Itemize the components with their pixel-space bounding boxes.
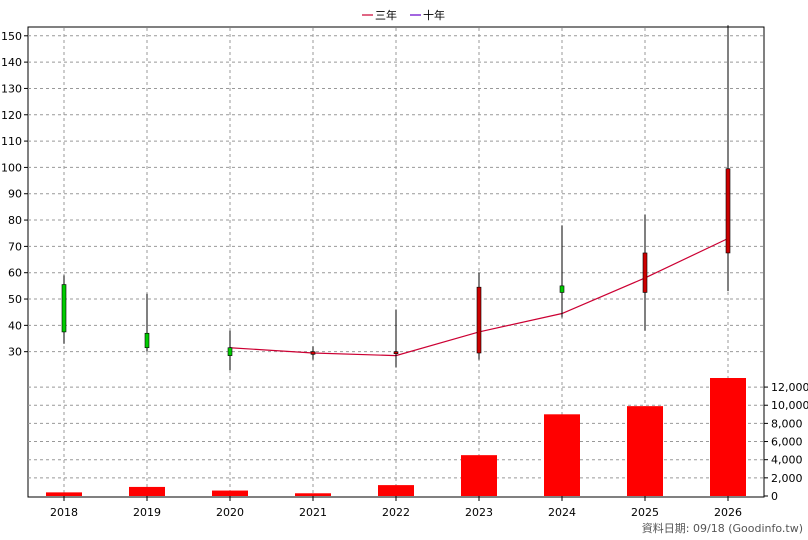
volume-bar (129, 486, 165, 496)
candle-body (310, 351, 316, 355)
price-axis: 30 40 50 60 70 80 90 100 110 120 130 140 150 (1, 30, 28, 359)
volume-bars (46, 378, 746, 496)
candle-body (144, 332, 150, 349)
candle-body (642, 252, 648, 293)
x-tick-label: 2022 (382, 506, 410, 519)
volume-bar (544, 414, 580, 496)
price-tick-label: 90 (8, 188, 22, 201)
x-axis: 2018 2019 2020 2021 2022 2023 2024 2025 2026 (50, 496, 742, 519)
volume-tick-label: 12,000 (771, 381, 808, 394)
price-tick-label: 150 (1, 30, 22, 43)
volume-bar (461, 455, 497, 496)
price-tick-label: 40 (8, 319, 22, 332)
volume-tick-label: 8,000 (771, 417, 803, 430)
volume-tick-label: 0 (771, 490, 778, 503)
x-tick-label: 2020 (216, 506, 244, 519)
price-tick-label: 140 (1, 56, 22, 69)
candle-body (476, 286, 482, 354)
volume-axis: 0 2,000 4,000 6,000 8,000 10,000 12,000 (764, 381, 808, 503)
price-tick-label: 50 (8, 293, 22, 306)
x-tick-label: 2021 (299, 506, 327, 519)
volume-tick-label: 2,000 (771, 472, 803, 485)
price-tick-label: 70 (8, 240, 22, 253)
candle-body (61, 284, 67, 333)
x-tick-label: 2026 (714, 506, 742, 519)
candle-body (393, 351, 399, 354)
price-tick-label: 130 (1, 82, 22, 95)
volume-bar (212, 490, 248, 496)
volume-bar (627, 406, 663, 496)
x-tick-label: 2018 (50, 506, 78, 519)
volume-bar (295, 493, 331, 496)
volume-bar (710, 378, 746, 496)
x-tick-label: 2023 (465, 506, 493, 519)
x-tick-label: 2025 (631, 506, 659, 519)
price-tick-label: 30 (8, 346, 22, 359)
volume-bar (378, 485, 414, 496)
volume-tick-label: 4,000 (771, 454, 803, 467)
price-tick-label: 100 (1, 161, 22, 174)
volume-tick-label: 10,000 (771, 399, 808, 412)
volume-bar (46, 492, 82, 496)
legend-label-ten-year: 十年 (423, 8, 445, 22)
price-tick-label: 110 (1, 135, 22, 148)
x-tick-label: 2019 (133, 506, 161, 519)
candle-body (227, 347, 233, 356)
price-tick-label: 80 (8, 214, 22, 227)
volume-tick-label: 6,000 (771, 436, 803, 449)
source-note: 資料日期: 09/18 (Goodinfo.tw) (642, 521, 803, 535)
candle-body (559, 285, 565, 293)
price-tick-label: 60 (8, 267, 22, 280)
legend: 三年 十年 (362, 8, 445, 22)
legend-label-three-year: 三年 (375, 8, 397, 22)
candlesticks (61, 25, 731, 371)
price-tick-label: 120 (1, 109, 22, 122)
x-tick-label: 2024 (548, 506, 576, 519)
candle-body (725, 168, 731, 254)
